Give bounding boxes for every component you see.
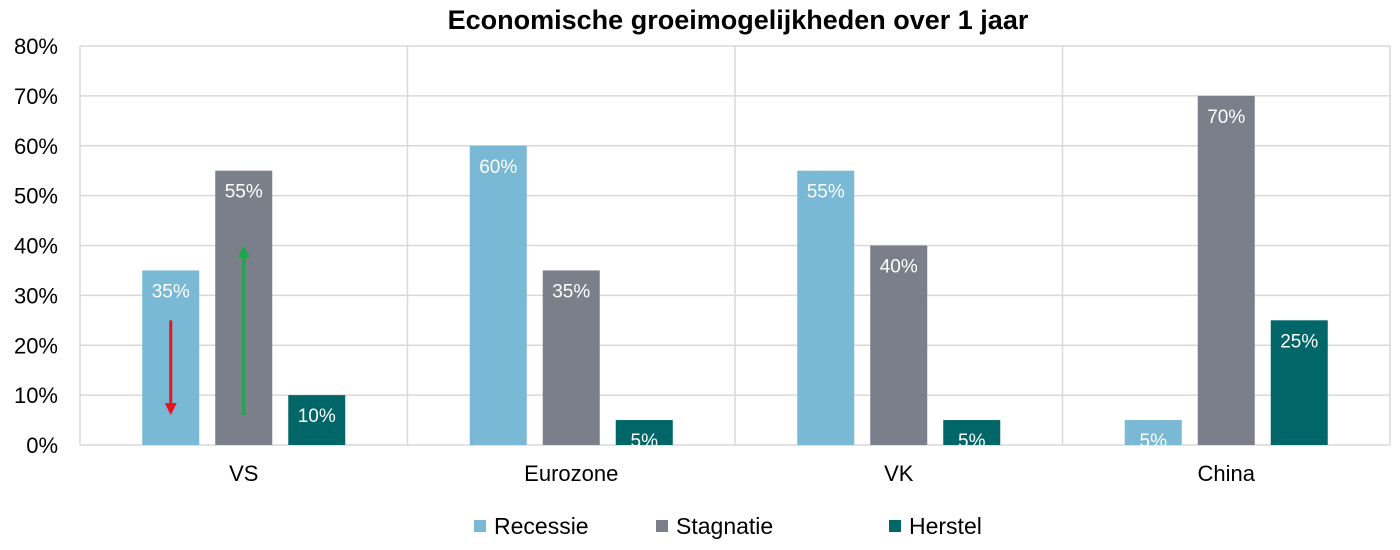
data-label: 25% [1280, 331, 1318, 352]
data-label: 5% [631, 431, 659, 452]
bar-herstel-china [1270, 320, 1328, 445]
data-labels: 35% 60% 55% 5% 55% 35% 40% 70% 10% 5% 5% 25% [152, 107, 1319, 452]
data-label: 5% [958, 431, 986, 452]
y-tick-label: 50% [14, 184, 58, 209]
legend-label: Stagnatie [676, 513, 773, 539]
legend-item-herstel: Herstel [889, 513, 982, 539]
annotations [164, 245, 250, 416]
bar-herstel-vs [288, 395, 346, 445]
data-label: 5% [1140, 431, 1168, 452]
data-label: 70% [1207, 107, 1245, 128]
bar-stagnatie-vk [870, 245, 928, 445]
legend-item-stagnatie: Stagnatie [656, 513, 773, 539]
y-tick-label: 0% [26, 433, 58, 458]
bar-stagnatie-eurozone [542, 270, 600, 445]
y-tick-label: 10% [14, 383, 58, 408]
legend-item-recessie: Recessie [474, 513, 589, 539]
bars [142, 95, 1328, 445]
bar-recessie-vk [797, 170, 855, 445]
y-axis-ticks: 0% 10% 20% 30% 40% 50% 60% 70% 80% [14, 34, 58, 458]
gridlines [79, 45, 1391, 446]
y-tick-label: 70% [14, 84, 58, 109]
y-tick-label: 80% [14, 34, 58, 59]
y-tick-label: 30% [14, 283, 58, 308]
legend-label: Herstel [909, 513, 982, 539]
x-tick-label: China [1198, 461, 1256, 486]
bar-recessie-eurozone [469, 145, 527, 445]
legend-swatch [474, 520, 486, 532]
legend-label: Recessie [494, 513, 589, 539]
legend: Recessie Stagnatie Herstel [474, 513, 982, 539]
arrow-down-icon [164, 320, 177, 416]
data-label: 60% [479, 157, 517, 178]
x-tick-label: VK [884, 461, 914, 486]
x-tick-label: VS [229, 461, 258, 486]
data-label: 55% [225, 182, 263, 203]
bar-herstel-eurozone [615, 420, 673, 445]
y-tick-label: 20% [14, 333, 58, 358]
data-label: 55% [807, 182, 845, 203]
data-label: 35% [152, 281, 190, 302]
x-tick-label: Eurozone [524, 461, 618, 486]
y-tick-label: 60% [14, 134, 58, 159]
chart-title: Economische groeimogelijkheden over 1 ja… [448, 5, 1029, 35]
y-tick-label: 40% [14, 234, 58, 259]
legend-swatch [889, 520, 901, 532]
bar-stagnatie-china [1197, 95, 1255, 445]
x-axis-ticks: VS Eurozone VK China [229, 461, 1256, 486]
data-label: 10% [298, 406, 336, 427]
data-label: 35% [552, 281, 590, 302]
arrow-up-icon [237, 245, 250, 416]
bar-herstel-vk [943, 420, 1001, 445]
bar-recessie-china [1124, 420, 1182, 445]
data-label: 40% [880, 257, 918, 278]
legend-swatch [656, 520, 668, 532]
